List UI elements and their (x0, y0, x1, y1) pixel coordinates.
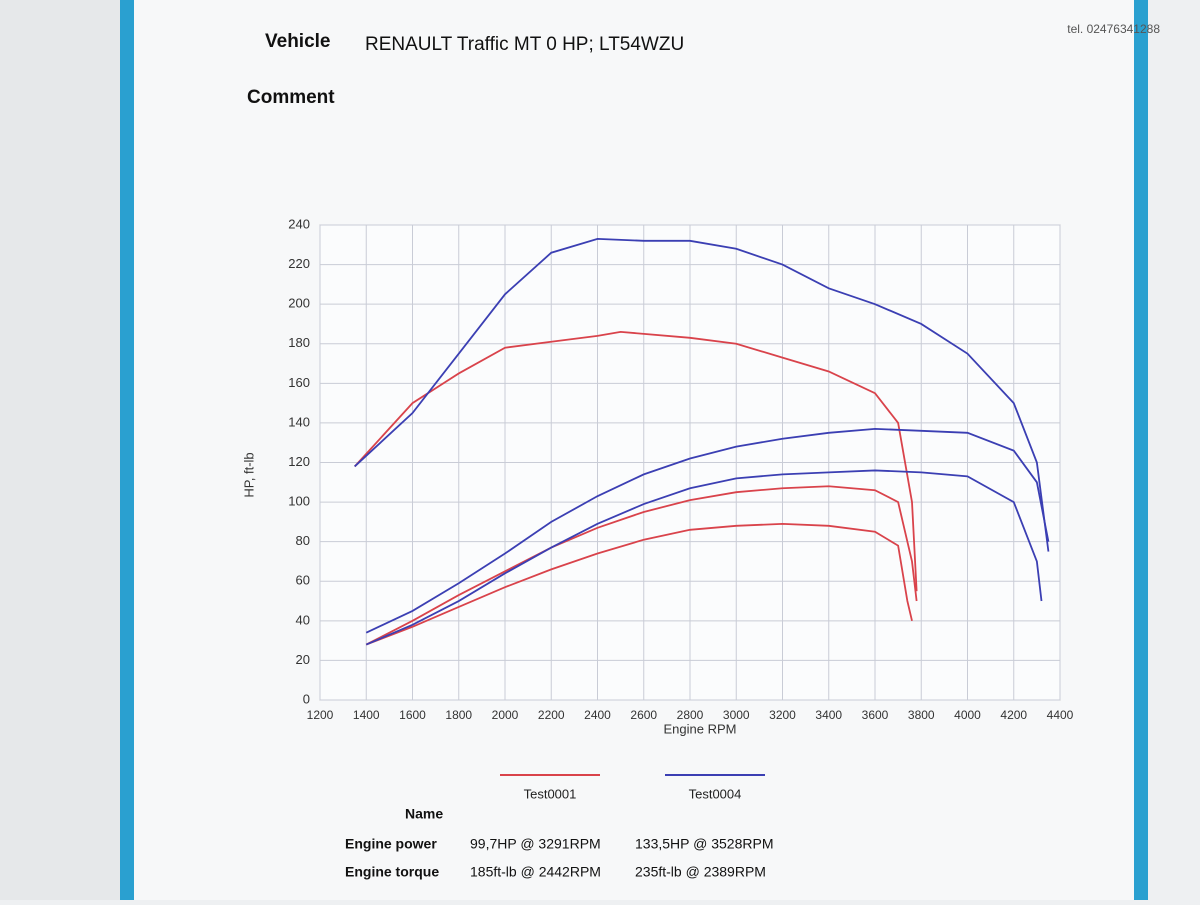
y-tick-label: 140 (288, 414, 310, 429)
table-row-label: Engine power (345, 836, 437, 852)
table-row-label: Engine torque (345, 864, 439, 880)
contact: tel. 02476341288 (1067, 22, 1160, 36)
vehicle-label: Vehicle (265, 31, 331, 52)
x-tick-label: 1800 (445, 708, 472, 722)
x-tick-label: 2000 (492, 708, 519, 722)
curve (365, 427, 1050, 634)
x-tick-label: 3800 (908, 708, 935, 722)
x-tick-label: 3400 (815, 708, 842, 722)
y-axis-label: HP, ft-lb (241, 452, 256, 497)
x-tick-label: 4000 (954, 708, 981, 722)
legend-label: Test0004 (689, 786, 742, 801)
y-tick-label: 40 (296, 612, 310, 627)
curve (354, 237, 1050, 552)
vehicle: RENAULT Traffic MT 0 HP; LT54WZU (365, 34, 684, 55)
y-tick-label: 180 (288, 335, 310, 350)
y-tick-label: 220 (288, 256, 310, 271)
x-tick-label: 2800 (677, 708, 704, 722)
legend-label: Test0001 (524, 786, 577, 801)
x-tick-label: 2200 (538, 708, 565, 722)
curve (354, 330, 918, 592)
table-name-label: Name (405, 806, 443, 822)
x-tick-label: 2400 (584, 708, 611, 722)
curve (365, 485, 918, 646)
curve (365, 522, 913, 646)
y-tick-label: 20 (296, 652, 310, 667)
x-tick-label: 1600 (399, 708, 426, 722)
table-cell: 185ft-lb @ 2442RPM (470, 864, 601, 880)
x-tick-label: 3600 (862, 708, 889, 722)
y-tick-label: 240 (288, 216, 310, 231)
y-tick-label: 0 (303, 691, 310, 706)
table-cell: 235ft-lb @ 2389RPM (635, 864, 766, 880)
y-tick-label: 60 (296, 573, 310, 588)
desk-area (0, 0, 120, 900)
x-axis-label: Engine RPM (664, 721, 737, 736)
x-tick-label: 1200 (307, 708, 334, 722)
y-tick-label: 200 (288, 296, 310, 311)
window-border (120, 0, 134, 900)
table-cell: 99,7HP @ 3291RPM (470, 836, 601, 852)
x-tick-label: 1400 (353, 708, 380, 722)
x-tick-label: 3000 (723, 708, 750, 722)
x-tick-label: 4200 (1000, 708, 1027, 722)
table-cell: 133,5HP @ 3528RPM (635, 836, 773, 852)
x-tick-label: 2600 (630, 708, 657, 722)
x-tick-label: 3200 (769, 708, 796, 722)
window-border (1134, 0, 1148, 900)
comment-label: Comment (247, 87, 335, 108)
y-tick-label: 120 (288, 454, 310, 469)
curve (365, 469, 1043, 646)
y-tick-label: 80 (296, 533, 310, 548)
y-tick-label: 160 (288, 375, 310, 390)
x-tick-label: 4400 (1047, 708, 1074, 722)
y-tick-label: 100 (288, 494, 310, 509)
